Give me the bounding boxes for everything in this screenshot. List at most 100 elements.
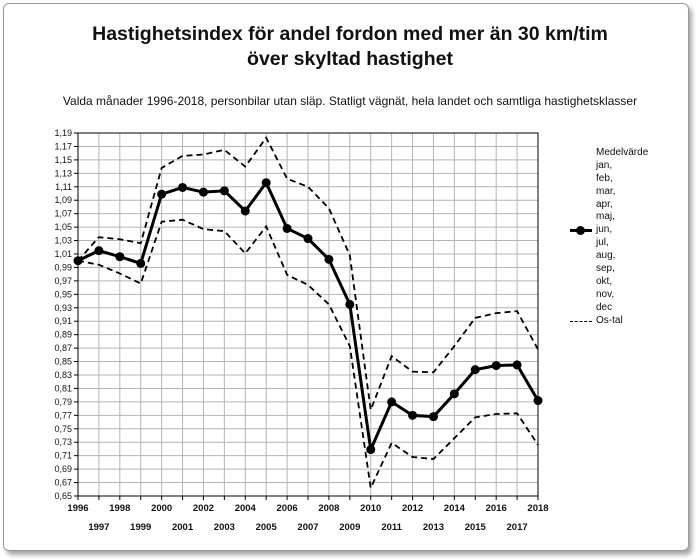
y-tick-label: 0,93 (54, 303, 72, 313)
legend-item-jun: jun, (570, 224, 648, 237)
y-tick-label: 0,95 (54, 289, 72, 299)
y-tick-label: 1,11 (55, 182, 72, 192)
y-tick-label: 1,05 (54, 222, 72, 232)
x-tick-label: 2012 (402, 503, 423, 514)
y-tick-label: 0,83 (54, 370, 72, 380)
x-tick-label: 2002 (193, 503, 214, 514)
y-tick-label: 0,77 (54, 410, 72, 420)
y-tick-label: 0,75 (54, 424, 72, 434)
x-tick-label: 2010 (360, 503, 381, 514)
y-tick-label: 1,13 (54, 168, 72, 178)
legend-item-maj: maj, (596, 211, 615, 223)
y-tick-label: 1,19 (54, 128, 72, 138)
x-tick-label: 2018 (527, 503, 548, 514)
data-point-2009 (345, 299, 355, 309)
x-tick-label: 1998 (109, 503, 130, 514)
y-tick-label: 0,67 (54, 478, 72, 488)
x-tick-label: 2013 (423, 522, 444, 533)
series-line-os-tal-2 (77, 218, 539, 492)
data-point-2006 (282, 223, 292, 233)
x-tick-label: 2011 (381, 522, 402, 533)
data-point-2001 (178, 182, 188, 192)
y-axis-ticks: 0,65 0,67 0,69 0,71 0,73 0,75 0,77 0,79 0,81 0,83… (54, 128, 78, 501)
data-point-2013 (428, 412, 438, 422)
y-tick-label: 0,91 (54, 316, 72, 326)
x-tick-label: 2014 (444, 503, 466, 514)
data-point-2012 (408, 410, 418, 420)
legend-item-nov: nov, (596, 288, 615, 300)
data-point-2015 (470, 365, 480, 375)
y-tick-label: 0,89 (54, 330, 72, 340)
data-point-2010 (366, 445, 376, 455)
x-tick-label: 2006 (277, 503, 298, 514)
chart-title: Hastighetsindex för andel fordon med mer… (92, 23, 608, 70)
legend-dashed-swatch (570, 320, 592, 322)
y-tick-label: 0,99 (54, 262, 72, 272)
chart-subtitle: Valda månader 1996-2018, personbilar uta… (62, 94, 638, 108)
x-axis-ticks: 1996 1998 2000 2002 2004 2006 2008 2010 2012 2014… (67, 496, 549, 533)
legend-item-sep: sep, (596, 263, 615, 275)
y-tick-label: 0,97 (54, 276, 72, 286)
x-tick-label: 2003 (214, 522, 235, 533)
legend-item-okt: okt, (596, 275, 613, 287)
y-tick-label: 0,85 (54, 357, 72, 367)
legend: Medelvärde jan, feb, mar, apr, maj, jun,… (570, 147, 648, 327)
legend-item-feb: feb, (596, 172, 613, 184)
y-tick-label: 0,73 (54, 437, 72, 447)
x-tick-label: 2001 (172, 522, 194, 533)
y-tick-label: 0,81 (54, 383, 72, 393)
data-point-2008 (324, 254, 334, 264)
x-tick-label: 1997 (88, 522, 109, 533)
data-point-2014 (449, 389, 459, 399)
x-tick-label: 2000 (151, 503, 172, 514)
legend-item-jun-label: jun, (596, 224, 613, 236)
x-tick-label: 2004 (235, 503, 257, 514)
x-tick-label: 2005 (256, 522, 278, 533)
legend-title: Medelvärde (596, 147, 649, 158)
y-tick-label: 0,71 (54, 451, 72, 461)
data-point-1997 (94, 246, 104, 256)
legend-item-os-tal: Os-tal (570, 315, 648, 328)
y-tick-label: 1,09 (54, 195, 72, 205)
series-line-os-tal-1 (77, 135, 539, 411)
y-tick-label: 0,65 (54, 491, 72, 501)
legend-item-apr: apr, (596, 198, 613, 210)
y-tick-label: 1,15 (54, 155, 72, 165)
gridlines (77, 132, 539, 497)
x-tick-label: 2007 (297, 522, 318, 533)
legend-item-aug: aug, (596, 250, 616, 262)
y-tick-label: 0,87 (54, 343, 72, 353)
legend-item-jul: jul, (596, 237, 609, 249)
data-point-1999 (136, 258, 146, 268)
legend-item-os-tal-label: Os-tal (596, 314, 623, 326)
y-tick-label: 0,69 (54, 464, 72, 474)
y-tick-label: 1,03 (54, 236, 72, 246)
data-point-2011 (387, 397, 397, 407)
data-point-1998 (115, 252, 125, 262)
data-point-2017 (512, 360, 522, 370)
series-lines (73, 135, 543, 492)
data-point-2003 (219, 186, 229, 196)
x-tick-label: 2016 (486, 503, 507, 514)
legend-solid-swatch (570, 226, 592, 236)
data-point-2000 (157, 189, 167, 199)
data-point-2016 (491, 361, 501, 371)
legend-item-jan: jan, (596, 159, 613, 171)
x-tick-label: 2008 (318, 503, 339, 514)
data-point-2007 (303, 234, 313, 244)
x-tick-label: 2015 (465, 522, 487, 533)
y-tick-label: 1,07 (54, 209, 72, 219)
y-tick-label: 1,17 (54, 141, 72, 151)
legend-item-dec: dec (596, 301, 613, 313)
y-tick-label: 0,79 (54, 397, 72, 407)
x-tick-label: 1999 (130, 522, 151, 533)
x-tick-label: 2009 (339, 522, 360, 533)
plot-border (77, 132, 539, 497)
y-tick-label: 1,01 (54, 249, 72, 259)
x-tick-label: 1996 (67, 503, 88, 514)
data-point-2004 (240, 206, 250, 216)
data-point-2002 (198, 187, 208, 197)
x-tick-label: 2017 (507, 522, 528, 533)
legend-item-mar: mar, (596, 185, 616, 197)
